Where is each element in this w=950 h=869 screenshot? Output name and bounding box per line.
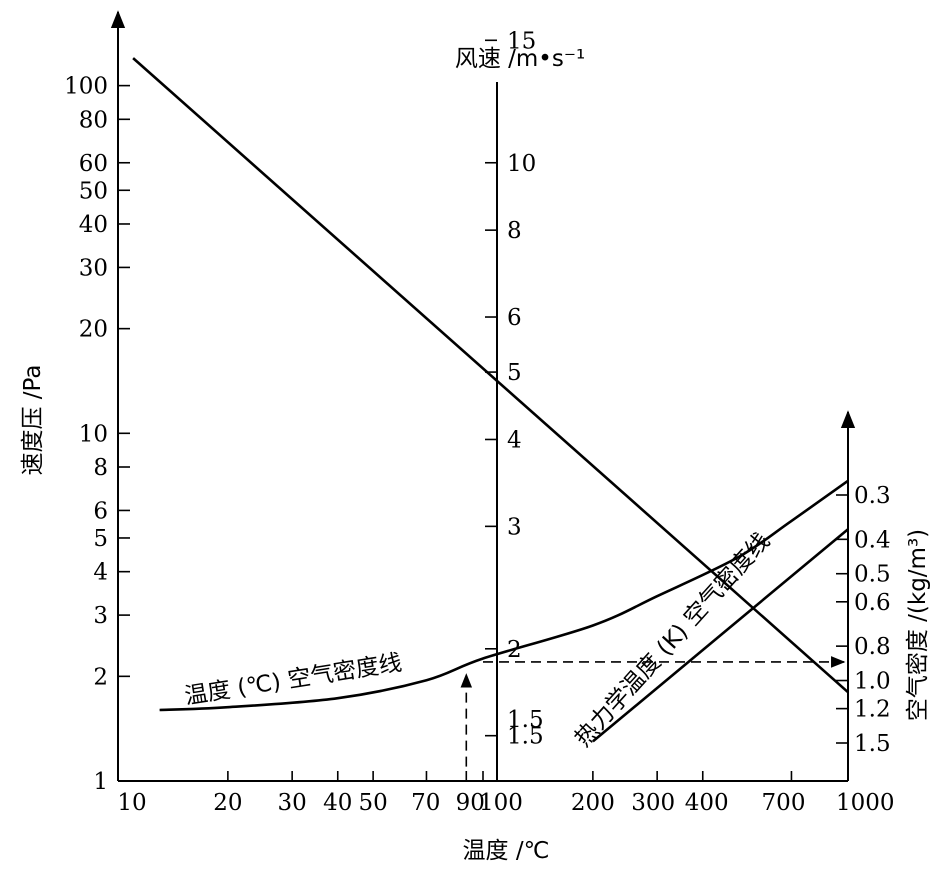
x-tick-label: 100: [479, 790, 523, 816]
x-tick-label: 10: [117, 790, 146, 816]
example-path: [460, 656, 846, 767]
x-tick-label: 400: [685, 790, 729, 816]
pressure-tick-label: 20: [79, 317, 108, 343]
pressure-tick-label: 5: [93, 526, 108, 552]
density-tick-label: 0.3: [854, 483, 891, 509]
x-tick-label: 1000: [836, 790, 895, 816]
pressure-tick-label: 40: [79, 212, 108, 238]
density-tick-label: 0.5: [854, 562, 891, 588]
pressure-tick-label: 30: [79, 255, 108, 281]
wind-tick-label: 3: [507, 514, 522, 540]
celsius-density-curve: [159, 479, 849, 712]
celsius-density-curve-label: 温度 (℃) 空气密度线: [183, 650, 404, 710]
x-tick-label: 40: [323, 790, 352, 816]
x-tick-label: 70: [411, 790, 440, 816]
series-layer: [132, 57, 849, 743]
wind-tick-label: 1.5: [507, 724, 544, 750]
extra-label-1-5: 1.5: [507, 707, 544, 733]
pressure-tick-label: 2: [93, 664, 108, 690]
x-axis-title: 温度 /℃: [463, 838, 550, 864]
pressure-tick-label: 80: [79, 107, 108, 133]
wind-axis-ticks: 1.5234568101520304050: [485, 28, 544, 750]
pressure-tick-label: 50: [79, 178, 108, 204]
pressure-tick-label: 60: [79, 151, 108, 177]
wind-tick-label: 8: [507, 218, 522, 244]
wind-speed-line: [132, 57, 849, 694]
x-tick-label: 300: [631, 790, 675, 816]
wind-tick-label: 4: [507, 427, 522, 453]
wind-tick-label: 10: [507, 151, 536, 177]
wind-tick-label: 5: [507, 360, 522, 386]
x-tick-label: 90: [456, 790, 485, 816]
pressure-tick-label: 100: [64, 74, 108, 100]
density-tick-label: 1.0: [854, 669, 891, 695]
density-axis-ticks: 0.3 0.4 0.50.6 0.8 1.01.2 1.5: [836, 483, 891, 757]
x-tick-label: 200: [571, 790, 615, 816]
pressure-tick-label: 3: [93, 603, 108, 629]
pressure-tick-label: 6: [93, 498, 108, 524]
pressure-tick-label: 10: [79, 421, 108, 447]
density-tick-label: 0.6: [854, 590, 891, 616]
kelvin-density-curve-label: 热力学温度 (K) 空气密度线: [570, 528, 775, 752]
y-axis-title: 速度压 /Pa: [20, 365, 46, 476]
density-tick-label: 1.5: [854, 731, 891, 757]
pressure-tick-label: 1: [93, 769, 108, 795]
pressure-tick-label: 4: [93, 560, 108, 586]
x-tick-label: 700: [762, 790, 806, 816]
density-axis-title: 空气密度 /(kg/m³): [905, 529, 931, 721]
density-tick-label: 0.4: [854, 527, 891, 553]
x-tick-label: 20: [213, 790, 242, 816]
density-tick-label: 1.2: [854, 697, 891, 723]
pressure-tick-label: 8: [93, 455, 108, 481]
wind-axis-title: 风速 /m•s⁻¹: [455, 46, 585, 72]
wind-tick-label: 6: [507, 305, 522, 331]
kelvin-density-curve: [592, 528, 849, 743]
wind-tick-label: 15: [507, 28, 536, 54]
x-tick-label: 30: [278, 790, 307, 816]
x-tick-label: 50: [358, 790, 387, 816]
density-tick-label: 0.8: [854, 634, 891, 660]
